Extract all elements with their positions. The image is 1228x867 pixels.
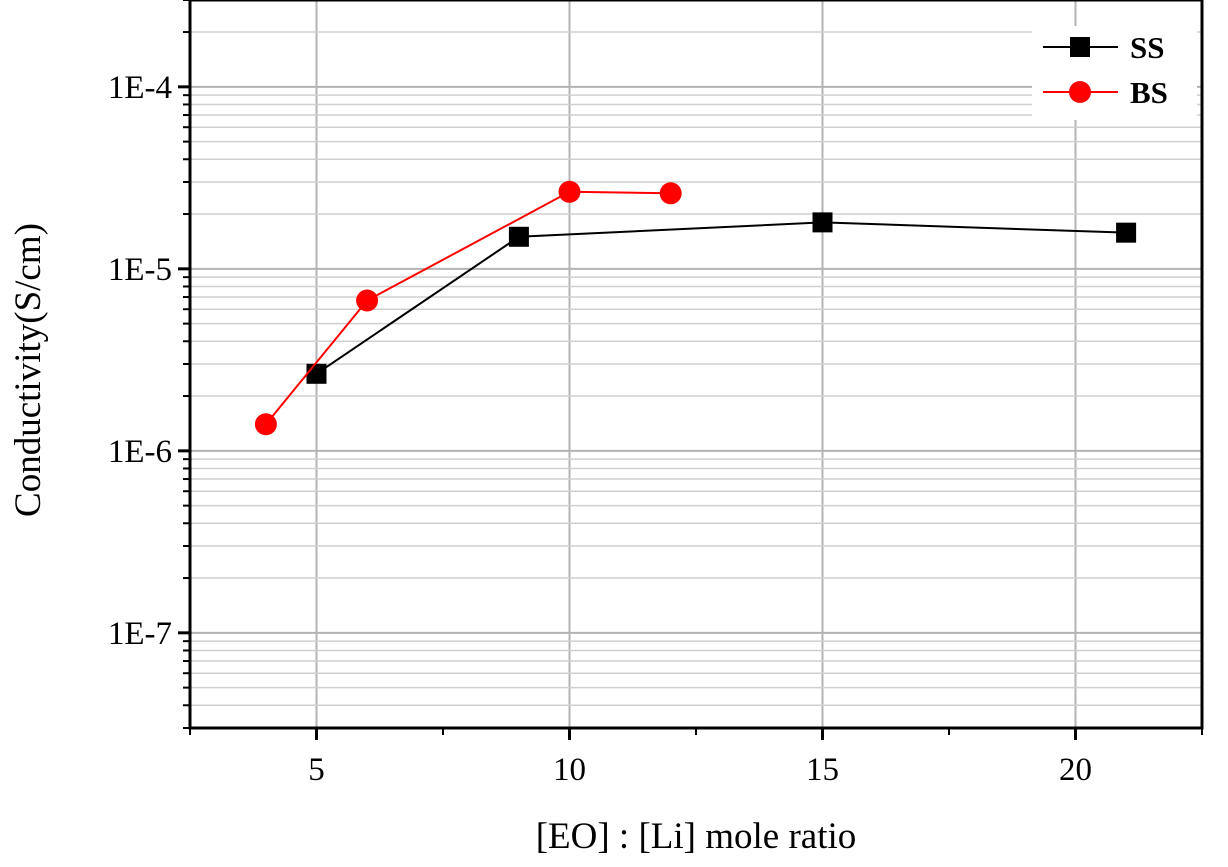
y-tick-label: 1E-5 — [108, 252, 172, 288]
series-point — [1070, 37, 1090, 57]
tick-labels: 5 10 15 20 1E-7 1E-6 1E-5 1E-4 — [108, 70, 1092, 788]
legend-entry: SS — [1043, 30, 1164, 65]
y-tick-label: 1E-4 — [108, 70, 172, 106]
x-tick-label: 5 — [308, 752, 325, 788]
x-tick-label: 10 — [553, 752, 586, 788]
y-tick-label: 1E-7 — [108, 616, 172, 652]
series-point — [306, 363, 327, 384]
x-tick-label: 15 — [806, 752, 839, 788]
legend-label: BS — [1130, 75, 1168, 110]
series-point — [1069, 81, 1091, 103]
series-point — [659, 182, 682, 205]
x-tick-label: 20 — [1059, 752, 1092, 788]
series-point — [1116, 222, 1137, 243]
series-group — [306, 212, 1137, 384]
legend-box — [1032, 26, 1197, 120]
legend-entry: BS — [1043, 75, 1168, 110]
series-point — [558, 180, 581, 203]
y-axis-title: Conductivity(S/cm) — [8, 223, 49, 517]
legend-label: SS — [1130, 30, 1164, 65]
series-point — [254, 413, 277, 436]
series-point — [356, 289, 379, 312]
y-tick-label: 1E-6 — [108, 434, 172, 470]
series-point — [812, 212, 833, 233]
axis-ticks — [178, 0, 1203, 740]
legend: SS BS — [1032, 26, 1197, 120]
x-axis-title: [EO] : [Li] mole ratio — [536, 816, 857, 857]
series-line — [265, 190, 671, 425]
series-line — [315, 221, 1127, 375]
series-point — [508, 226, 529, 247]
series — [254, 180, 1137, 436]
series-group — [254, 180, 682, 436]
